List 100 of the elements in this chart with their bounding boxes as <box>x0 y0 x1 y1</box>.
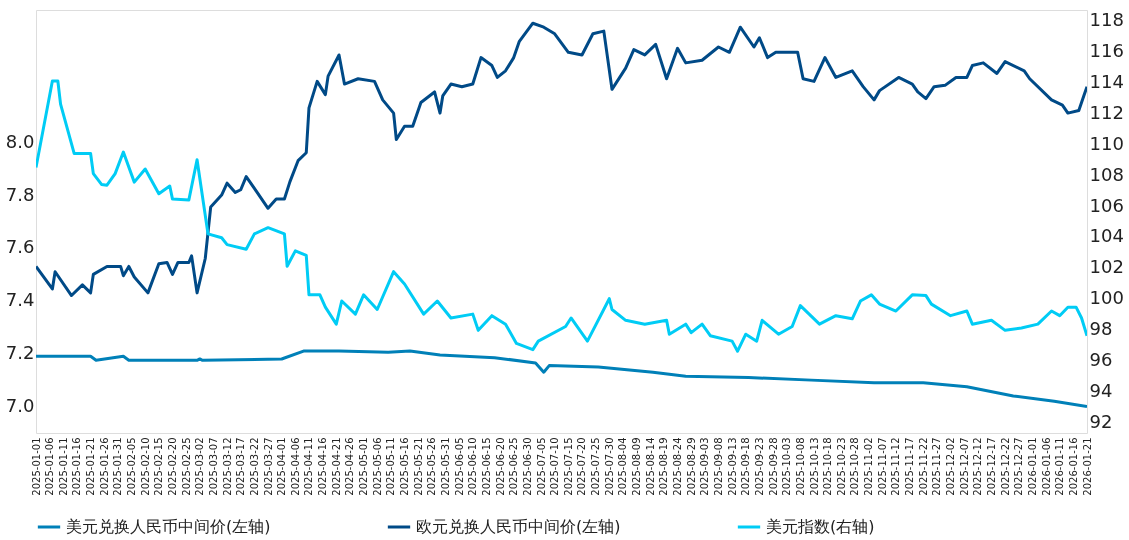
x-tick-label: 2025-09-13 <box>726 437 738 496</box>
y2-tick-label: 110 <box>1089 132 1124 154</box>
x-tick-label: 2025-10-08 <box>794 437 806 496</box>
x-tick-label: 2025-09-18 <box>740 437 752 496</box>
x-tick-label: 2025-11-12 <box>890 437 902 496</box>
x-tick-label: 2025-01-11 <box>57 437 69 496</box>
y2-tick-label: 108 <box>1089 163 1124 185</box>
x-tick-label: 2025-03-12 <box>221 437 233 496</box>
x-tick-label: 2025-07-30 <box>603 437 615 496</box>
x-tick-label: 2025-12-17 <box>985 437 997 496</box>
x-tick-label: 2025-12-27 <box>1013 437 1025 496</box>
y2-tick-label: 100 <box>1089 287 1124 309</box>
x-tick-label: 2025-11-22 <box>917 437 929 496</box>
x-tick-label: 2025-02-20 <box>166 437 178 496</box>
x-tick-label: 2025-12-07 <box>958 437 970 496</box>
x-tick-label: 2025-07-05 <box>535 437 547 496</box>
x-tick-label: 2025-05-31 <box>439 437 451 496</box>
x-tick-label: 2025-06-05 <box>453 437 465 496</box>
x-tick-label: 2025-05-16 <box>399 437 411 496</box>
x-tick-label: 2025-05-11 <box>385 437 397 496</box>
x-tick-label: 2026-01-01 <box>1026 437 1038 496</box>
y2-tick-label: 96 <box>1089 348 1113 370</box>
x-tick-label: 2026-01-21 <box>1081 437 1093 496</box>
x-tick-label: 2025-02-05 <box>126 437 138 496</box>
y-tick-label: 7.8 <box>5 183 35 205</box>
x-tick-label: 2025-05-06 <box>371 437 383 496</box>
x-tick-label: 2026-01-11 <box>1054 437 1066 496</box>
x-tick-label: 2025-04-16 <box>317 437 329 496</box>
x-tick-label: 2025-11-02 <box>863 437 875 496</box>
x-tick-label: 2025-10-23 <box>835 437 847 496</box>
x-tick-label: 2025-06-25 <box>508 437 520 496</box>
x-tick-label: 2025-03-27 <box>262 437 274 496</box>
x-tick-label: 2026-01-06 <box>1040 437 1052 496</box>
x-tick-label: 2025-10-03 <box>781 437 793 496</box>
y2-tick-label: 114 <box>1089 71 1124 93</box>
x-tick-label: 2025-08-04 <box>617 437 629 496</box>
x-tick-label: 2025-11-07 <box>876 437 888 496</box>
y2-tick-label: 102 <box>1089 256 1124 278</box>
x-tick-label: 2025-01-01 <box>30 437 42 496</box>
x-tick-label: 2025-01-16 <box>71 437 83 496</box>
x-tick-label: 2025-07-25 <box>590 437 602 496</box>
x-tick-label: 2025-06-10 <box>467 437 479 496</box>
x-tick-label: 2025-01-06 <box>44 437 56 496</box>
x-tick-label: 2025-09-28 <box>767 437 779 496</box>
x-tick-label: 2025-04-01 <box>276 437 288 496</box>
line-series <box>36 349 1087 409</box>
x-tick-label: 2025-07-20 <box>576 437 588 496</box>
x-tick-label: 2026-01-16 <box>1067 437 1079 496</box>
x-tick-label: 2025-03-07 <box>207 437 219 496</box>
x-tick-label: 2025-05-21 <box>412 437 424 496</box>
x-tick-label: 2025-08-24 <box>672 437 684 496</box>
x-tick-label: 2025-04-26 <box>344 437 356 496</box>
x-tick-label: 2025-07-15 <box>562 437 574 496</box>
y2-tick-label: 116 <box>1089 40 1124 62</box>
line-series <box>36 79 1087 353</box>
x-tick-label: 2025-03-17 <box>235 437 247 496</box>
x-tick-label: 2025-10-18 <box>822 437 834 496</box>
y2-tick-label: 118 <box>1089 9 1124 31</box>
y-tick-label: 7.2 <box>5 342 35 364</box>
x-tick-label: 2025-02-10 <box>139 437 151 496</box>
x-tick-label: 2025-09-23 <box>753 437 765 496</box>
x-tick-label: 2025-09-08 <box>712 437 724 496</box>
legend-label: 欧元兑换人民币中间价(左轴) <box>416 517 621 536</box>
x-tick-label: 2025-10-28 <box>849 437 861 496</box>
x-tick-label: 2025-11-27 <box>931 437 943 496</box>
x-tick-label: 2025-12-22 <box>999 437 1011 496</box>
x-tick-label: 2025-08-14 <box>644 437 656 496</box>
x-tick-label: 2025-04-11 <box>303 437 315 496</box>
y2-tick-label: 92 <box>1089 410 1113 432</box>
x-tick-label: 2025-02-15 <box>153 437 165 496</box>
x-tick-label: 2025-06-30 <box>521 437 533 496</box>
y-tick-label: 7.6 <box>5 236 35 258</box>
x-tick-label: 2025-12-02 <box>945 437 957 496</box>
y2-tick-label: 104 <box>1089 225 1124 247</box>
line-series <box>36 21 1087 298</box>
x-tick-label: 2025-12-12 <box>972 437 984 496</box>
x-tick-label: 2025-02-25 <box>180 437 192 496</box>
x-tick-label: 2025-10-13 <box>808 437 820 496</box>
x-tick-label: 2025-07-10 <box>549 437 561 496</box>
x-tick-label: 2025-03-02 <box>194 437 206 496</box>
legend-label: 美元兑换人民币中间价(左轴) <box>66 517 271 536</box>
x-tick-label: 2025-04-06 <box>289 437 301 496</box>
y-tick-label: 7.4 <box>5 289 35 311</box>
x-tick-label: 2025-06-15 <box>480 437 492 496</box>
y2-tick-label: 98 <box>1089 318 1113 340</box>
y2-tick-label: 112 <box>1089 101 1124 123</box>
x-tick-label: 2025-05-01 <box>358 437 370 496</box>
x-tick-label: 2025-06-20 <box>494 437 506 496</box>
x-tick-label: 2025-01-31 <box>112 437 124 496</box>
x-tick-label: 2025-05-26 <box>426 437 438 496</box>
y-tick-label: 7.0 <box>5 395 35 417</box>
x-tick-label: 2025-11-17 <box>904 437 916 496</box>
x-tick-label: 2025-08-19 <box>658 437 670 496</box>
x-tick-label: 2025-04-21 <box>330 437 342 496</box>
y-tick-label: 8.0 <box>5 130 35 152</box>
y2-tick-label: 94 <box>1089 379 1113 401</box>
x-tick-label: 2025-09-03 <box>699 437 711 496</box>
legend-label: 美元指数(右轴) <box>766 517 875 536</box>
x-tick-label: 2025-01-26 <box>98 437 110 496</box>
x-tick-label: 2025-08-09 <box>631 437 643 496</box>
